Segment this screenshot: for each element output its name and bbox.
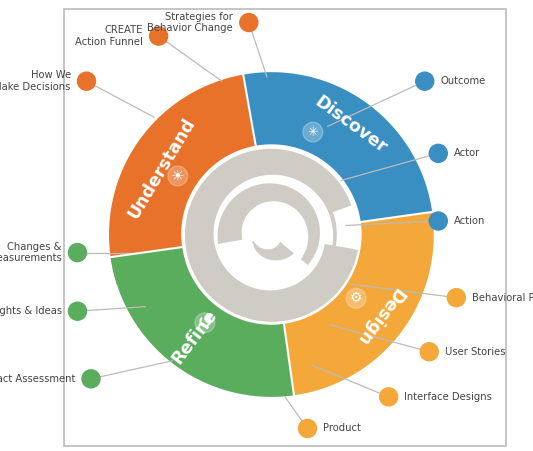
Text: ⚙: ⚙ <box>350 291 362 305</box>
Polygon shape <box>185 149 358 322</box>
Circle shape <box>77 72 95 90</box>
Text: How We
Make Decisions: How We Make Decisions <box>0 70 71 92</box>
Polygon shape <box>333 204 359 250</box>
Circle shape <box>346 288 366 308</box>
Text: Product: Product <box>324 423 361 433</box>
Circle shape <box>298 419 317 437</box>
Text: Outcome: Outcome <box>441 76 486 86</box>
Circle shape <box>379 388 398 406</box>
Circle shape <box>82 370 100 388</box>
Circle shape <box>416 72 434 90</box>
Polygon shape <box>252 241 294 260</box>
Text: Design: Design <box>352 284 407 348</box>
Circle shape <box>240 14 258 32</box>
Polygon shape <box>111 247 294 397</box>
Text: CREATE
Action Funnel: CREATE Action Funnel <box>75 25 143 47</box>
Polygon shape <box>284 212 434 395</box>
Circle shape <box>303 122 322 142</box>
Text: Behavioral Plan: Behavioral Plan <box>472 293 533 303</box>
Circle shape <box>420 343 438 361</box>
Text: Action: Action <box>454 216 486 226</box>
Polygon shape <box>243 72 432 222</box>
Circle shape <box>195 313 215 333</box>
Circle shape <box>150 27 168 45</box>
Text: Discover: Discover <box>311 93 391 157</box>
Text: Understand: Understand <box>124 115 198 222</box>
Circle shape <box>181 144 361 325</box>
Polygon shape <box>217 183 320 265</box>
Text: Insights & Ideas: Insights & Ideas <box>0 306 62 316</box>
Circle shape <box>68 302 86 320</box>
Circle shape <box>429 212 447 230</box>
Text: Changes &
Measurements: Changes & Measurements <box>0 242 62 263</box>
Circle shape <box>68 244 86 262</box>
Text: ☀: ☀ <box>171 169 184 184</box>
Circle shape <box>261 224 282 245</box>
Text: Interface Designs: Interface Designs <box>405 392 492 402</box>
Text: Actor: Actor <box>454 148 480 158</box>
FancyBboxPatch shape <box>64 9 506 446</box>
Text: User Stories: User Stories <box>445 347 505 357</box>
Text: ↺: ↺ <box>197 314 213 332</box>
Text: Strategies for
Behavior Change: Strategies for Behavior Change <box>147 12 233 33</box>
Text: ✳: ✳ <box>308 125 318 138</box>
Text: Refine: Refine <box>168 307 220 368</box>
Circle shape <box>447 289 465 307</box>
Circle shape <box>429 144 447 162</box>
Text: Impact Assessment: Impact Assessment <box>0 374 75 384</box>
Polygon shape <box>109 74 256 285</box>
Circle shape <box>168 166 188 186</box>
